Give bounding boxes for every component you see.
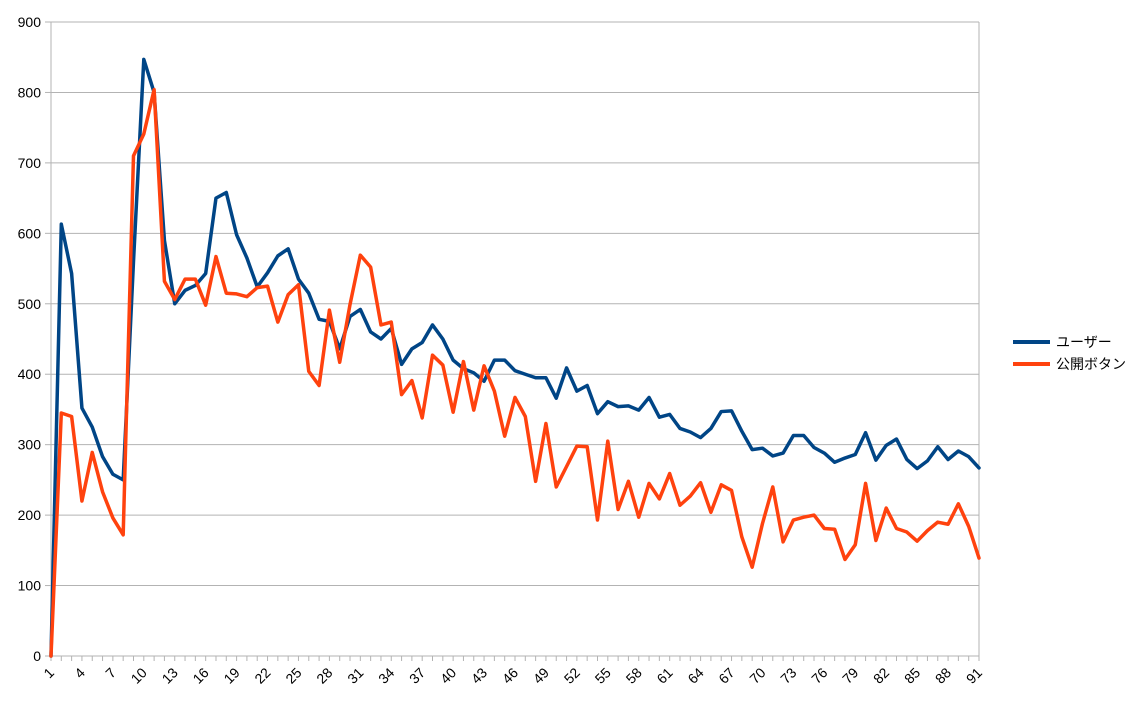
legend: ユーザー 公開ボタン [1013,335,1126,373]
x-tick-label: 31 [344,664,366,686]
x-axis-ticks: 1 4 7 10 13 16 19 22 25 28 31 34 37 40 43 46 49 52 55 58 61 6… [40,664,985,686]
x-tick-label: 46 [499,664,521,686]
series-line-user [49,57,981,658]
x-tick-label: 91 [963,664,985,686]
x-tick-label: 85 [901,664,923,686]
x-tick-label: 34 [375,664,397,686]
legend-label-user: ユーザー [1056,335,1112,351]
x-tick-label: 10 [128,664,150,686]
x-tick-label: 37 [406,664,428,686]
x-tick-label: 22 [251,664,273,686]
y-tick-label: 800 [18,84,42,100]
y-tick-label: 600 [18,225,42,241]
y-tick-label: 500 [18,296,42,312]
series-lines [49,57,981,658]
x-tick-label: 7 [102,664,119,681]
x-tick-label: 61 [653,664,675,686]
x-tick-label: 73 [777,664,799,686]
y-tick-label: 0 [33,648,41,664]
gridlines [45,21,980,661]
x-tick-label: 88 [932,664,954,686]
y-tick-label: 300 [18,437,42,453]
x-tick-label: 40 [437,664,459,686]
y-tick-label: 700 [18,155,42,171]
x-tick-label: 76 [808,664,830,686]
x-tick-label: 82 [870,664,892,686]
x-tick-label: 1 [40,664,57,681]
x-tick-label: 58 [623,664,645,686]
x-tick-label: 19 [220,664,242,686]
x-tick-label: 55 [592,664,614,686]
y-tick-label: 200 [18,507,42,523]
x-tick-label: 25 [282,664,304,686]
legend-label-publish-button: 公開ボタン [1056,357,1126,373]
series-line-publish-button [49,87,981,658]
y-tick-label: 100 [18,578,42,594]
x-tick-label: 64 [684,664,706,686]
x-tick-label: 13 [159,664,181,686]
y-tick-label: 400 [18,366,42,382]
x-tick-label: 70 [746,664,768,686]
x-tick-label: 16 [189,664,211,686]
y-tick-label: 900 [18,14,42,30]
x-tick-label: 52 [561,664,583,686]
x-tick-label: 67 [715,664,737,686]
x-tick-label: 49 [530,664,552,686]
y-axis-ticks: 0 100 200 300 400 500 600 700 800 900 [18,14,42,664]
x-tick-label: 43 [468,664,490,686]
x-tick-label: 28 [313,664,335,686]
x-tick-label: 4 [71,664,88,681]
x-tick-label: 79 [839,664,861,686]
